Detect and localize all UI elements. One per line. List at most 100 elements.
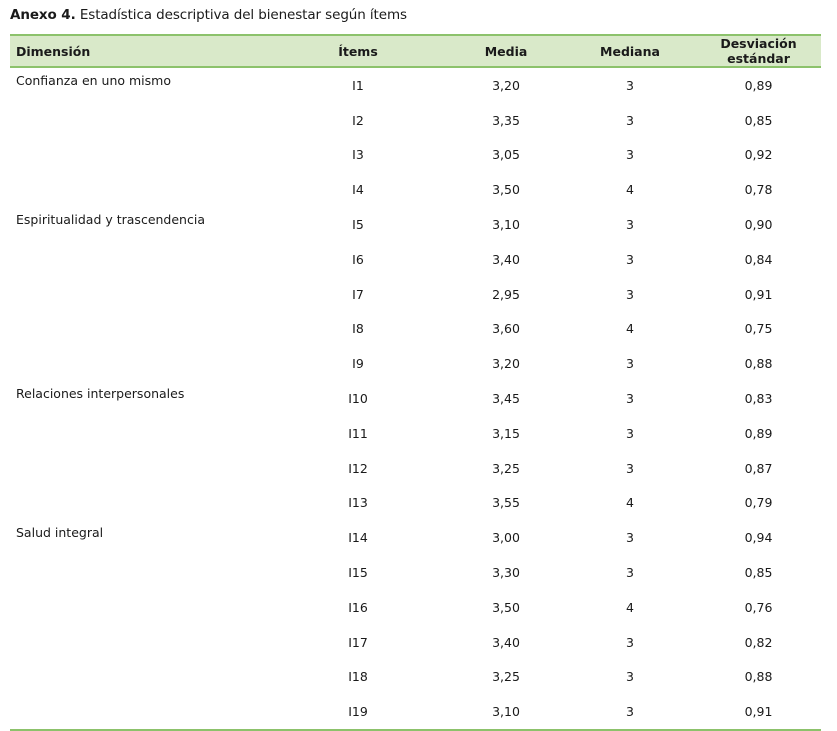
table-row: I16 3,50 4 0,76 [10, 590, 821, 625]
dimension-cell-empty [10, 451, 268, 486]
media-cell: 3,50 [492, 599, 520, 615]
header-items: Ítems [268, 34, 448, 68]
table-row: I19 3,10 3 0,91 [10, 694, 821, 731]
dimension-cell-empty [10, 625, 268, 660]
item-cell: I9 [352, 356, 364, 372]
desviacion-cell: 0,94 [744, 530, 773, 546]
mediana-cell: 4 [626, 599, 634, 615]
table-row: I11 3,15 3 0,89 [10, 416, 821, 451]
desviacion-cell: 0,82 [744, 634, 773, 650]
dimension-cell: Salud integral [16, 525, 104, 541]
item-cell: I2 [352, 112, 364, 128]
media-cell: 3,10 [492, 217, 520, 233]
table-caption: Anexo 4. Estadística descriptiva del bie… [10, 7, 407, 23]
mediana-cell: 3 [626, 530, 634, 546]
dimension-cell-empty [10, 416, 268, 451]
dimension-cell: Espiritualidad y trascendencia [16, 212, 205, 228]
item-cell: I1 [352, 77, 364, 93]
desviacion-cell: 0,91 [696, 694, 821, 731]
mediana-cell: 4 [626, 182, 634, 198]
item-cell: I4 [352, 182, 364, 198]
table-row: Confianza en uno mismo I1 3,20 3 0,89 [10, 67, 821, 103]
dimension-cell-empty [10, 138, 268, 173]
table-row: Relaciones interpersonales I10 3,45 3 0,83 [10, 381, 821, 416]
mediana-cell: 3 [626, 251, 634, 267]
item-cell: I3 [352, 147, 364, 163]
item-cell: I18 [348, 669, 368, 685]
desviacion-cell: 0,87 [744, 460, 773, 476]
table-row: I7 2,95 3 0,91 [10, 277, 821, 312]
table-header-row: Dimensión Ítems Media Mediana Desviación… [10, 34, 821, 68]
table-row: I17 3,40 3 0,82 [10, 625, 821, 660]
item-cell: I13 [348, 495, 368, 511]
caption-title: Estadística descriptiva del bienestar se… [79, 7, 407, 23]
mediana-cell: 4 [626, 495, 634, 511]
media-cell: 3,20 [492, 356, 520, 372]
item-cell: I16 [348, 599, 368, 615]
item-cell: I7 [352, 286, 364, 302]
table-body: Confianza en uno mismo I1 3,20 3 0,89 I2 3,35 3… [10, 67, 821, 731]
mediana-cell: 3 [626, 286, 634, 302]
desviacion-cell: 0,83 [744, 391, 773, 407]
item-cell: I15 [348, 565, 368, 581]
table-row: I6 3,40 3 0,84 [10, 242, 821, 277]
header-desviacion: Desviación estándar [696, 34, 821, 68]
item-cell: I17 [348, 634, 368, 650]
media-cell: 3,35 [492, 112, 520, 128]
table-row: I4 3,50 4 0,78 [10, 172, 821, 207]
media-cell: 3,60 [492, 321, 520, 337]
table-row: Espiritualidad y trascendencia I5 3,10 3 0,9… [10, 207, 821, 242]
dimension-cell-empty [10, 312, 268, 347]
item-cell: I8 [352, 321, 364, 337]
dimension-cell: Relaciones interpersonales [16, 386, 185, 402]
media-cell: 3,20 [492, 77, 520, 93]
desviacion-cell: 0,75 [744, 321, 773, 337]
desviacion-cell: 0,92 [744, 147, 773, 163]
media-cell: 3,15 [492, 425, 520, 441]
dimension-cell-empty [10, 346, 268, 381]
item-cell: I19 [268, 694, 448, 731]
media-cell: 3,10 [448, 694, 564, 731]
item-cell: I11 [348, 425, 368, 441]
table-row: I15 3,30 3 0,85 [10, 555, 821, 590]
media-cell: 2,95 [492, 286, 520, 302]
media-cell: 3,40 [492, 251, 520, 267]
table-row: I9 3,20 3 0,88 [10, 346, 821, 381]
desviacion-cell: 0,79 [744, 495, 773, 511]
header-mediana: Mediana [564, 34, 696, 68]
desviacion-cell: 0,84 [744, 251, 773, 267]
item-cell: I14 [348, 530, 368, 546]
mediana-cell: 3 [626, 425, 634, 441]
media-cell: 3,25 [492, 669, 520, 685]
table-row: Salud integral I14 3,00 3 0,94 [10, 520, 821, 555]
media-cell: 3,05 [492, 147, 520, 163]
item-cell: I6 [352, 251, 364, 267]
mediana-cell: 3 [626, 112, 634, 128]
media-cell: 3,30 [492, 565, 520, 581]
mediana-cell: 3 [626, 669, 634, 685]
header-media: Media [448, 34, 564, 68]
mediana-cell: 3 [564, 694, 696, 731]
item-cell: I12 [348, 460, 368, 476]
mediana-cell: 3 [626, 77, 634, 93]
item-cell: I10 [348, 391, 368, 407]
desviacion-cell: 0,85 [744, 112, 773, 128]
dimension-cell-empty [10, 242, 268, 277]
dimension-cell-empty [10, 103, 268, 138]
media-cell: 3,55 [492, 495, 520, 511]
dimension-cell-empty [10, 277, 268, 312]
caption-label: Anexo 4. [10, 7, 76, 23]
table-row: I2 3,35 3 0,85 [10, 103, 821, 138]
dimension-cell-empty [10, 555, 268, 590]
desviacion-cell: 0,78 [744, 182, 773, 198]
desviacion-cell: 0,91 [744, 286, 773, 302]
table-row: I12 3,25 3 0,87 [10, 451, 821, 486]
dimension-cell-empty [10, 486, 268, 521]
item-cell: I5 [352, 217, 364, 233]
mediana-cell: 3 [626, 391, 634, 407]
dimension-cell-empty [10, 694, 268, 731]
desviacion-cell: 0,85 [744, 565, 773, 581]
mediana-cell: 3 [626, 634, 634, 650]
dimension-cell-empty [10, 660, 268, 695]
desviacion-cell: 0,89 [744, 425, 773, 441]
